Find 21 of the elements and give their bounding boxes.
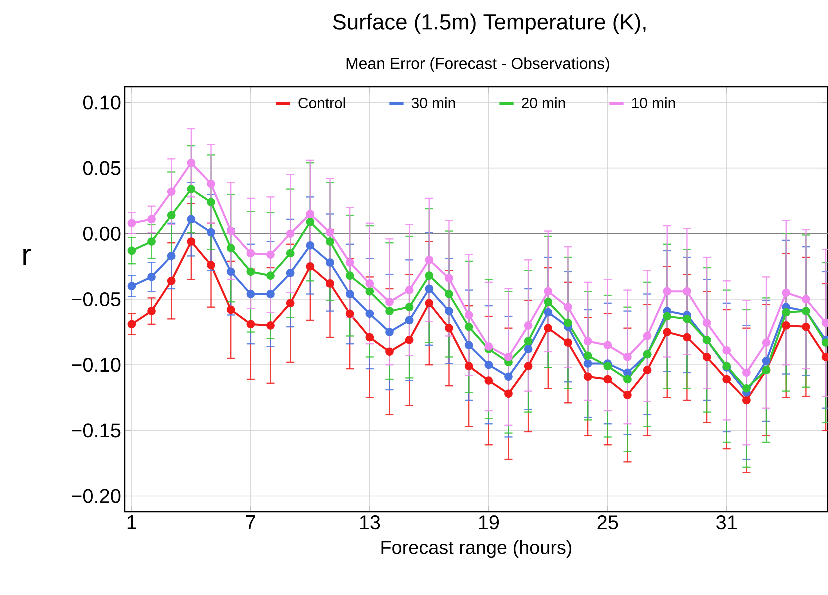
- legend-label: Control: [298, 98, 346, 109]
- x-tick-label: 7: [246, 516, 256, 530]
- y-tick-label: −0.10: [72, 358, 121, 372]
- legend-label: 20 min: [522, 98, 566, 109]
- y-axis-title: r: [24, 248, 32, 266]
- x-tick-label: 13: [360, 516, 380, 530]
- x-tick-label: 25: [598, 516, 618, 530]
- chart-title: Surface (1.5m) Temperature (K),: [333, 14, 646, 34]
- y-tick-label: 0.10: [83, 96, 121, 110]
- x-tick-label: 1: [128, 516, 137, 530]
- y-tick-label: 0.00: [83, 226, 121, 241]
- x-tick-label: 19: [479, 516, 500, 530]
- y-tick-label: 0.05: [83, 161, 121, 176]
- x-tick-label: 31: [716, 516, 737, 530]
- legend-label: 10 min: [632, 98, 676, 109]
- y-tick-label: −0.20: [72, 489, 121, 504]
- y-tick-label: −0.15: [72, 424, 121, 438]
- chart-subtitle: Mean Error (Forecast - Observations): [346, 58, 610, 72]
- y-tick-label: −0.05: [72, 292, 121, 307]
- x-axis-title: Forecast range (hours): [382, 540, 572, 558]
- legend-label: 30 min: [412, 98, 456, 109]
